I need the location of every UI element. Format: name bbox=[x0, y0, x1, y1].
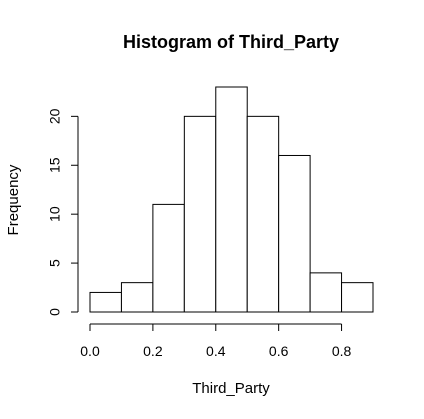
x-tick-label: 0.0 bbox=[80, 343, 100, 359]
y-tick-label: 20 bbox=[47, 108, 63, 124]
y-tick-label: 0 bbox=[47, 308, 63, 316]
y-tick-label: 15 bbox=[47, 157, 63, 173]
x-tick-label: 0.8 bbox=[332, 343, 352, 359]
histogram-bar bbox=[89, 291, 122, 313]
x-tick-label: 0.2 bbox=[143, 343, 163, 359]
y-tick-label: 5 bbox=[47, 259, 63, 267]
chart-title: Histogram of Third_Party bbox=[123, 32, 339, 52]
x-axis-label: Third_Party bbox=[192, 380, 270, 397]
histogram-bar bbox=[246, 115, 280, 313]
y-axis: 0 5 10 15 20 bbox=[47, 108, 79, 316]
x-tick-label: 0.6 bbox=[269, 343, 289, 359]
histogram-bar bbox=[309, 272, 343, 313]
y-axis-label: Frequency bbox=[5, 164, 22, 235]
histogram-bar bbox=[215, 86, 248, 313]
x-axis: 0.0 0.2 0.4 0.6 0.8 bbox=[80, 323, 352, 359]
histogram-bar bbox=[278, 154, 311, 313]
histogram-bars bbox=[89, 86, 374, 313]
y-tick-label: 10 bbox=[47, 206, 63, 222]
histogram-bar bbox=[341, 282, 374, 313]
histogram-bar bbox=[120, 282, 154, 313]
x-tick-label: 0.4 bbox=[206, 343, 226, 359]
histogram-bar bbox=[183, 115, 217, 313]
histogram-bar bbox=[152, 203, 185, 313]
